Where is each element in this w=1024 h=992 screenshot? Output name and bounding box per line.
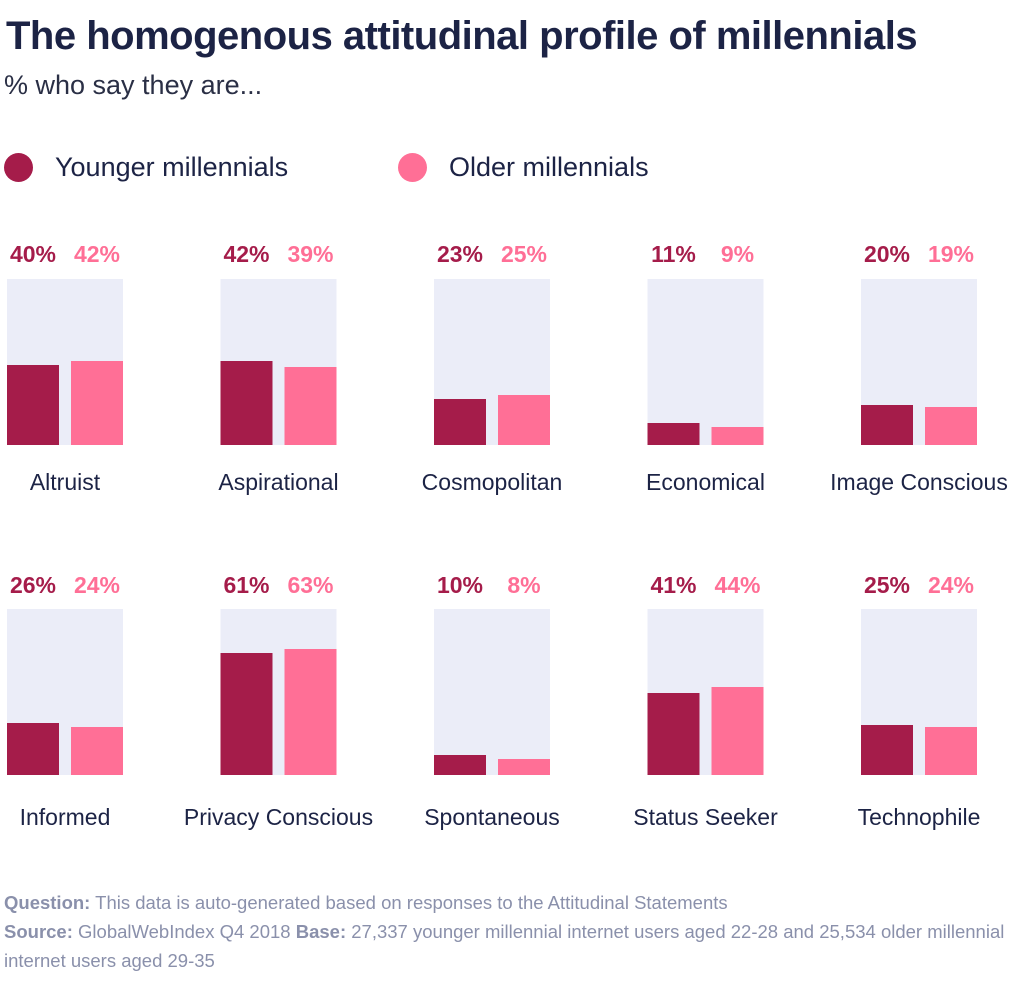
bar-older-cosmopolitan xyxy=(498,395,550,445)
bar-younger-economical xyxy=(647,423,700,445)
value-label-older-altruist: 42% xyxy=(74,241,120,267)
category-label-cosmopolitan: Cosmopolitan xyxy=(422,469,563,495)
category-label-technophile: Technophile xyxy=(858,804,981,830)
value-label-younger-image-conscious: 20% xyxy=(864,241,910,267)
value-label-older-image-conscious: 19% xyxy=(928,241,974,267)
value-label-older-cosmopolitan: 25% xyxy=(501,241,547,267)
footer-question: Question: This data is auto-generated ba… xyxy=(4,888,1020,917)
category-label-aspirational: Aspirational xyxy=(218,469,338,495)
page-title: The homogenous attitudinal profile of mi… xyxy=(6,14,918,58)
value-label-younger-status-seeker: 41% xyxy=(650,572,696,598)
category-label-image-conscious: Image Conscious xyxy=(830,469,1008,495)
bar-older-informed xyxy=(71,727,123,775)
category-label-spontaneous: Spontaneous xyxy=(424,804,560,830)
source-label: Source: xyxy=(4,921,73,942)
bar-older-economical xyxy=(711,427,764,445)
legend-label-older: Older millennials xyxy=(449,151,649,182)
panel-spontaneous xyxy=(434,609,550,775)
category-label-economical: Economical xyxy=(646,469,765,495)
bar-younger-cosmopolitan xyxy=(434,399,486,445)
legend-item-older: Older millennials xyxy=(398,148,649,186)
small-multiples-bar-chart: 40% 42% Altruist 42% 39% Aspirational 23% 25% Co… xyxy=(7,241,1008,830)
base-text: 27,337 younger millennial internet users… xyxy=(4,921,1005,971)
value-label-younger-altruist: 40% xyxy=(10,241,56,267)
value-label-older-aspirational: 39% xyxy=(287,241,333,267)
question-label: Question: xyxy=(4,892,91,913)
value-label-older-spontaneous: 8% xyxy=(507,572,540,598)
category-label-altruist: Altruist xyxy=(30,469,101,495)
legend-dot-older-icon xyxy=(398,152,427,182)
value-label-younger-privacy-conscious: 61% xyxy=(223,572,269,598)
value-label-younger-aspirational: 42% xyxy=(223,241,269,267)
legend-item-younger: Younger millennials xyxy=(4,148,288,186)
value-label-older-technophile: 24% xyxy=(928,572,974,598)
panel-economical xyxy=(647,279,764,445)
value-label-younger-spontaneous: 10% xyxy=(437,572,483,598)
question-text: This data is auto-generated based on res… xyxy=(95,892,728,913)
base-label: Base: xyxy=(295,921,347,942)
value-label-younger-informed: 26% xyxy=(10,572,56,598)
value-label-younger-cosmopolitan: 23% xyxy=(437,241,483,267)
bar-older-privacy-conscious xyxy=(284,649,337,775)
bar-younger-aspirational xyxy=(220,361,273,445)
bar-older-spontaneous xyxy=(498,759,550,775)
bar-older-technophile xyxy=(925,727,977,775)
bar-older-altruist xyxy=(71,361,123,445)
bar-younger-technophile xyxy=(861,725,913,775)
footer-source: Source: GlobalWebIndex Q4 2018 Base: 27,… xyxy=(4,917,1020,975)
legend-label-younger: Younger millennials xyxy=(55,151,289,182)
category-label-status-seeker: Status Seeker xyxy=(633,804,778,830)
bar-older-aspirational xyxy=(284,367,337,445)
value-label-younger-technophile: 25% xyxy=(864,572,910,598)
bar-younger-image-conscious xyxy=(861,405,913,445)
bar-older-status-seeker xyxy=(711,687,764,775)
bar-younger-status-seeker xyxy=(647,693,700,775)
bar-younger-altruist xyxy=(7,365,59,445)
bar-younger-spontaneous xyxy=(434,755,486,775)
category-label-privacy-conscious: Privacy Conscious xyxy=(184,804,373,830)
value-label-older-informed: 24% xyxy=(74,572,120,598)
value-label-older-status-seeker: 44% xyxy=(714,572,760,598)
bar-younger-privacy-conscious xyxy=(220,653,273,775)
bar-younger-informed xyxy=(7,723,59,775)
bar-older-image-conscious xyxy=(925,407,977,445)
source-text: GlobalWebIndex Q4 2018 xyxy=(78,921,291,942)
value-label-younger-economical: 11% xyxy=(651,241,696,267)
category-label-informed: Informed xyxy=(20,804,111,830)
value-label-older-economical: 9% xyxy=(721,241,754,267)
page-subtitle: % who say they are... xyxy=(4,70,263,100)
chart-footer: Question: This data is auto-generated ba… xyxy=(4,888,1020,975)
value-label-older-privacy-conscious: 63% xyxy=(287,572,333,598)
legend-dot-younger-icon xyxy=(4,152,33,182)
